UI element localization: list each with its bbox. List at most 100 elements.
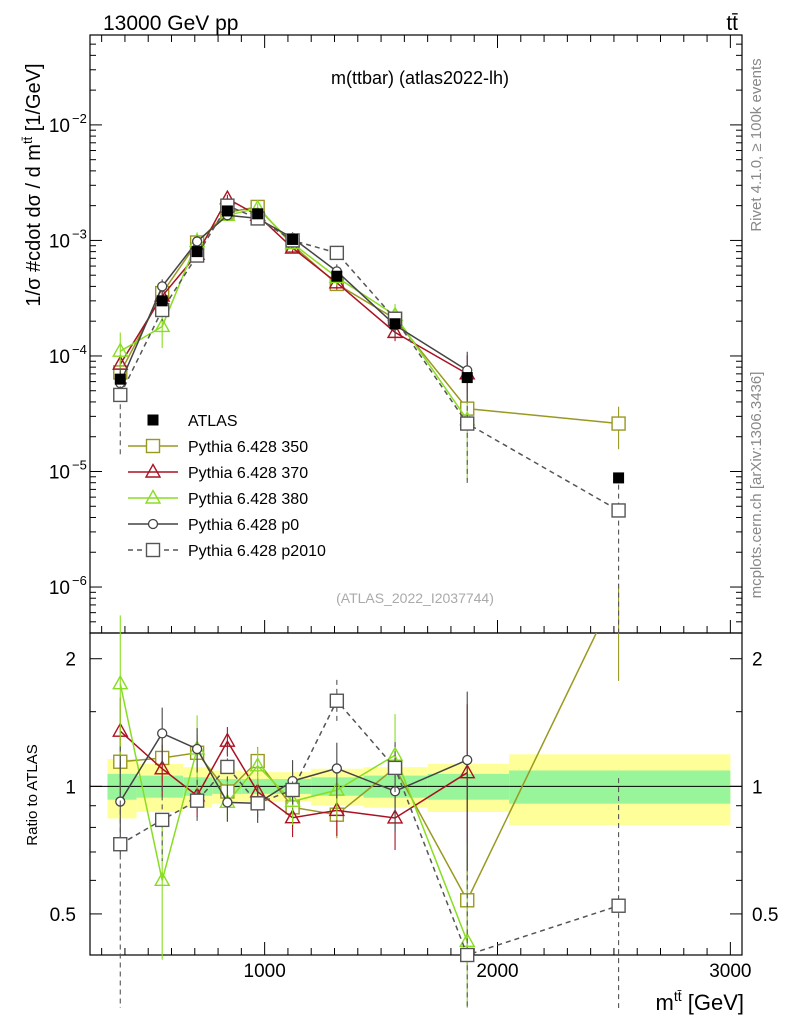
legend: ATLAS Pythia 6.428 350 Pythia 6.428 370 Pyt… — [128, 413, 326, 560]
data-point — [252, 208, 264, 220]
data-point — [331, 270, 343, 282]
y-axis-label-text: 1/σ #cdot dσ / d m — [23, 144, 45, 307]
legend-label: Pythia 6.428 380 — [188, 491, 308, 508]
atlas-data-layer — [114, 205, 625, 484]
legend-marker — [145, 438, 161, 454]
x-tick-label: 3000 — [709, 961, 751, 982]
legend-marker — [147, 518, 159, 530]
ratio-marker — [460, 947, 475, 963]
y-tick-exponent: −3 — [72, 226, 87, 241]
ratio-marker — [284, 792, 301, 808]
data-point — [461, 372, 473, 384]
series-line — [119, 204, 619, 512]
ratio-line — [119, 683, 468, 942]
legend-label: Pythia 6.428 p0 — [188, 517, 299, 534]
ratio-tick-label-right: 2 — [752, 650, 763, 671]
legend-entry-4: Pythia 6.428 p0 — [128, 517, 299, 534]
ratio-marker — [611, 898, 626, 913]
marker — [460, 416, 475, 431]
series-0 — [113, 199, 626, 966]
ratio-marker — [459, 932, 476, 948]
y-axis-label: 1/σ #cdot dσ / d mtt̄ [1/GeV] — [20, 63, 45, 306]
marker — [153, 317, 171, 333]
ratio-marker — [220, 759, 235, 775]
x-axis-label: mtt̄ [GeV] — [656, 988, 744, 1015]
ratio-marker — [249, 756, 266, 772]
marker — [157, 281, 168, 292]
ratio-marker — [285, 782, 300, 798]
header-left: 13000 GeV pp — [103, 12, 238, 35]
x-axis-label-sup: tt̄ — [674, 988, 682, 1004]
y-axis-label-sup: tt̄ — [20, 136, 35, 144]
ratio-marker — [113, 837, 128, 852]
series-4 — [113, 198, 626, 1008]
ratio-tick-label-left: 2 — [65, 650, 76, 671]
y-tick-exponent: −5 — [72, 457, 87, 472]
ratio-panel-frame — [89, 632, 743, 956]
y-tick-exponent: −2 — [72, 111, 87, 126]
data-point — [114, 373, 126, 385]
mcplots-credit-label: mcplots.cern.ch [arXiv:1306.3436] — [748, 372, 765, 599]
ratio-tick-label-left: 0.5 — [50, 905, 76, 926]
legend-label: ATLAS — [188, 413, 238, 430]
y-tick-label: 10 — [49, 578, 70, 599]
ratio-tick-label-right: 0.5 — [752, 905, 778, 926]
legend-entry-1: Pythia 6.428 350 — [128, 438, 308, 456]
data-point — [191, 246, 203, 258]
ratio-line — [120, 633, 598, 902]
chart-title: m(ttbar) (atlas2022-lh) — [331, 68, 509, 88]
rivet-version-label: Rivet 4.1.0, ≥ 100k events — [748, 58, 765, 231]
ratio-marker — [112, 674, 129, 690]
y-axis-label-unit: [1/GeV] — [23, 63, 45, 136]
y-tick-label: 10 — [49, 116, 70, 137]
legend-marker — [145, 542, 161, 558]
ratio-tick-label-left: 1 — [65, 777, 76, 798]
y-tick-label: 10 — [49, 462, 70, 483]
data-point — [287, 233, 299, 245]
data-point — [389, 318, 401, 330]
data-point — [221, 205, 233, 217]
marker — [112, 342, 129, 357]
header-right: tt̄ — [726, 12, 738, 35]
ratio-marker — [462, 754, 473, 766]
marker — [386, 323, 404, 339]
x-axis-label-unit: [GeV] — [682, 990, 744, 1015]
legend-entry-2: Pythia 6.428 370 — [128, 463, 308, 482]
x-axis-label-text: m — [656, 990, 674, 1015]
ratio-marker — [191, 743, 203, 755]
x-tick-label: 2000 — [476, 961, 518, 982]
legend-marker — [147, 414, 159, 426]
legend-label: Pythia 6.428 p2010 — [188, 543, 326, 560]
ratio-marker — [219, 732, 236, 747]
x-tick-label: 1000 — [244, 961, 286, 982]
ratio-marker — [222, 797, 233, 808]
marker — [611, 416, 626, 431]
ratio-line — [119, 699, 619, 955]
y-tick-label: 10 — [49, 347, 70, 368]
legend-marker — [144, 489, 162, 504]
ratio-marker — [153, 759, 171, 775]
marker — [611, 503, 626, 518]
y-tick-exponent: −4 — [72, 342, 87, 357]
legend-label: Pythia 6.428 370 — [188, 465, 308, 482]
ratio-marker — [250, 796, 265, 811]
data-point — [156, 295, 168, 307]
y-tick-exponent: −6 — [72, 573, 87, 588]
ratio-marker — [154, 812, 170, 828]
legend-entry-5: Pythia 6.428 p2010 — [128, 542, 326, 560]
legend-marker — [144, 463, 162, 478]
marker — [191, 236, 203, 247]
ratio-marker — [329, 693, 345, 708]
ratio-marker — [157, 728, 168, 739]
ratio-axis-label: Ratio to ATLAS — [24, 744, 41, 845]
y-tick-label: 10 — [49, 231, 70, 252]
ratio-marker — [153, 871, 171, 887]
ratio-tick-label-right: 1 — [752, 777, 763, 798]
analysis-id-watermark: (ATLAS_2022_I2037744) — [336, 590, 494, 606]
ratio-marker — [189, 793, 205, 808]
series-line — [119, 207, 468, 421]
legend-label: Pythia 6.428 350 — [188, 439, 308, 456]
ratio-marker — [387, 760, 403, 776]
